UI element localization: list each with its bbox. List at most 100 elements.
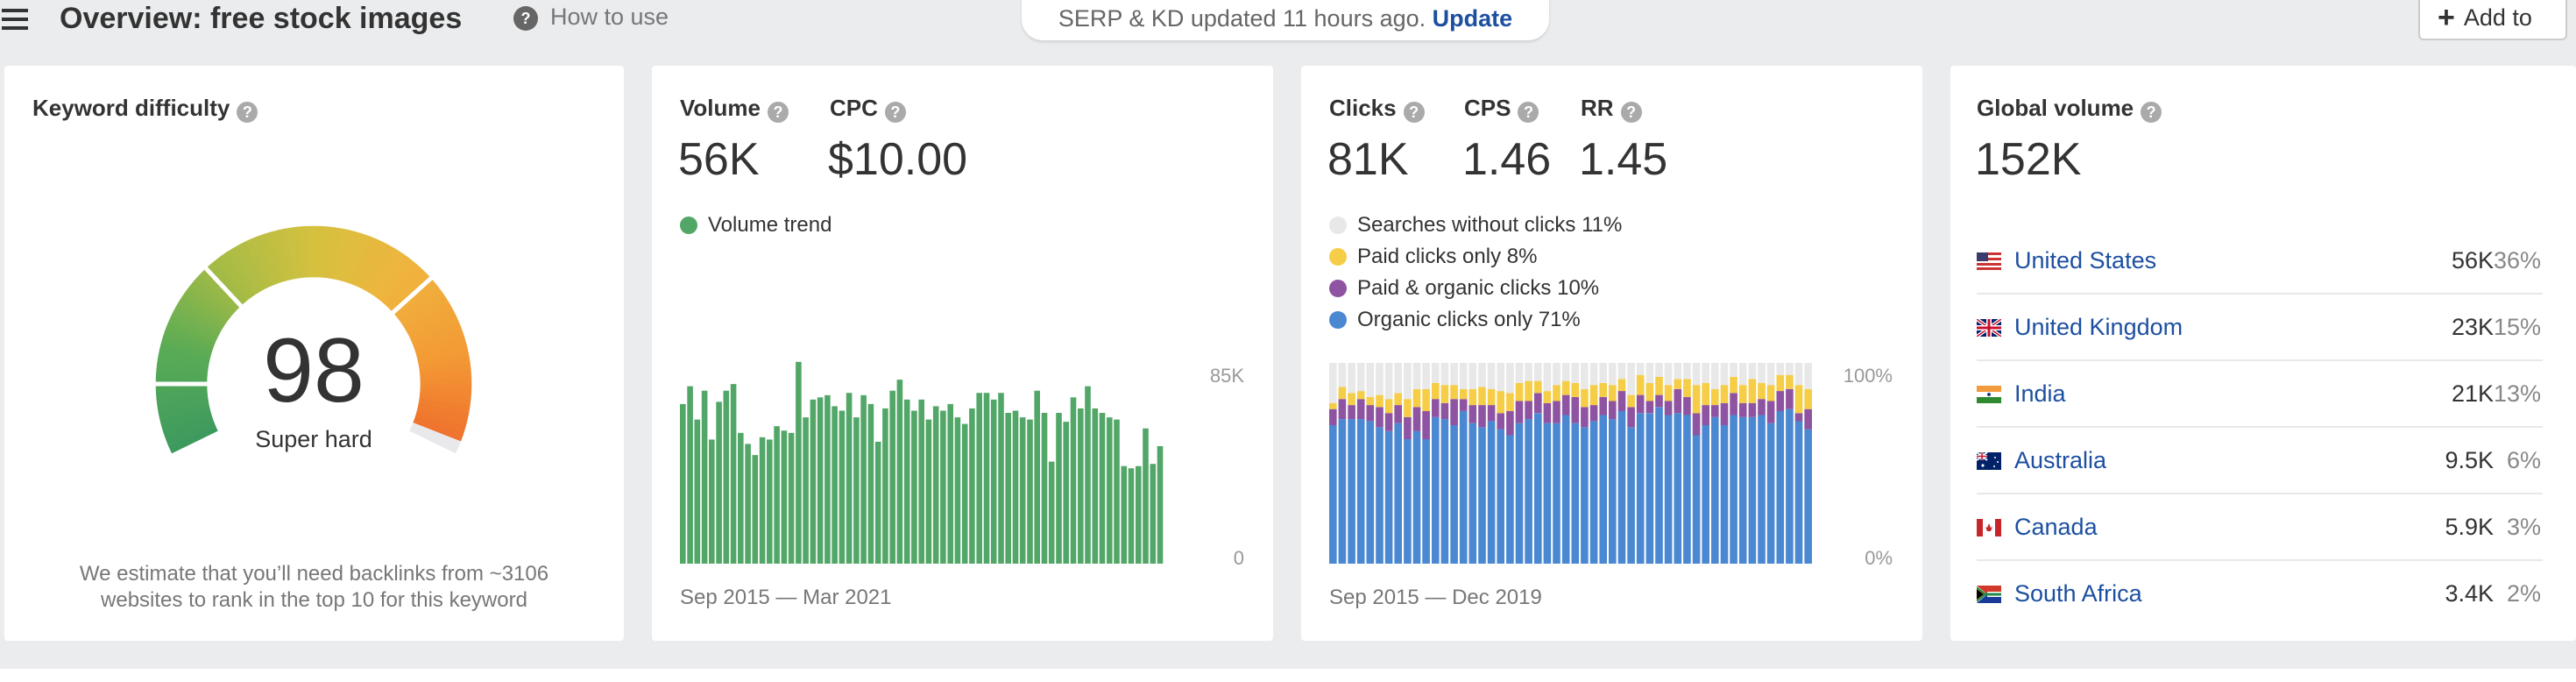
- country-link[interactable]: United States: [2014, 247, 2157, 274]
- clicks-bar-paid: [1599, 382, 1607, 397]
- volume-bar: [1048, 461, 1055, 564]
- page-title: Overview: free stock images: [60, 2, 463, 35]
- add-to-button[interactable]: + Add to: [2418, 0, 2567, 40]
- legend-item: Paid clicks only 8%: [1329, 245, 1537, 269]
- clicks-bar-no-clicks: [1617, 363, 1626, 380]
- menu-icon[interactable]: [2, 9, 30, 30]
- help-icon[interactable]: ?: [1620, 102, 1642, 123]
- country-row: India 21K 13%: [1977, 361, 2543, 428]
- india-flag-icon: [1977, 386, 2001, 403]
- clicks-bar-organic: [1376, 427, 1384, 564]
- clicks-bar-no-clicks: [1534, 363, 1542, 381]
- clicks-bar-paid-organic: [1609, 401, 1617, 420]
- clicks-bar-organic: [1440, 419, 1449, 564]
- country-link[interactable]: India: [2014, 380, 2066, 407]
- clicks-bar-paid-organic: [1348, 405, 1355, 420]
- clicks-bar-organic: [1534, 413, 1542, 565]
- help-icon[interactable]: ?: [1403, 102, 1425, 123]
- global-volume-label: Global volume: [1977, 95, 2134, 121]
- how-to-use-link[interactable]: ? How to use: [513, 4, 669, 31]
- update-notice: SERP & KD updated 11 hours ago. Update: [1022, 0, 1549, 40]
- volume-bar: [1114, 419, 1120, 564]
- clicks-bar-paid-organic: [1655, 394, 1663, 408]
- clicks-bar-no-clicks: [1645, 363, 1654, 383]
- clicks-bar-organic: [1786, 408, 1794, 564]
- clicks-bar-paid: [1571, 382, 1580, 397]
- clicks-bar-paid-organic: [1525, 401, 1532, 420]
- country-link[interactable]: South Africa: [2014, 580, 2142, 607]
- volume-bar: [1070, 397, 1077, 564]
- volume-bar: [867, 403, 874, 564]
- clicks-bar-paid: [1561, 380, 1570, 395]
- volume-bar: [940, 410, 946, 564]
- clicks-bar-paid-organic: [1758, 399, 1766, 416]
- clicks-bar-organic: [1804, 429, 1812, 564]
- clicks-bar-organic: [1506, 435, 1514, 564]
- clicks-bar-no-clicks: [1525, 363, 1532, 381]
- clicks-bar-paid: [1404, 399, 1412, 417]
- clicks-bar-no-clicks: [1730, 363, 1737, 377]
- clicks-label: Clicks: [1329, 95, 1397, 121]
- volume-bar: [925, 419, 932, 564]
- volume-bar: [1063, 422, 1069, 564]
- help-icon[interactable]: ?: [1518, 102, 1539, 123]
- country-volume: 56K: [2451, 247, 2494, 274]
- estimate-line-2: websites to rank in the top 10 for this …: [101, 588, 527, 612]
- next-section: [0, 669, 2576, 682]
- country-row: United Kingdom 23K 15%: [1977, 295, 2543, 361]
- clicks-bar-paid-organic: [1412, 407, 1421, 431]
- clicks-bar-paid-organic: [1515, 401, 1524, 423]
- help-icon[interactable]: ?: [237, 102, 258, 123]
- clicks-bar-paid: [1356, 391, 1365, 400]
- clicks-bar-organic: [1617, 411, 1626, 564]
- clicks-bar-organic: [1487, 421, 1496, 564]
- keyword-difficulty-title: Keyword difficulty?: [32, 95, 258, 123]
- country-row: Australia 9.5K 6%: [1977, 428, 2543, 494]
- volume-bar: [932, 406, 939, 564]
- clicks-bar-no-clicks: [1692, 363, 1701, 386]
- clicks-bar-paid: [1804, 388, 1812, 409]
- australia-flag-icon: [1977, 452, 2001, 470]
- volume-bar: [687, 386, 693, 564]
- add-to-label: Add to: [2463, 4, 2532, 31]
- volume-bar: [998, 393, 1004, 564]
- clicks-bar-no-clicks: [1794, 363, 1803, 386]
- clicks-date-range: Sep 2015 — Dec 2019: [1329, 586, 1542, 609]
- clicks-bar-paid-organic: [1730, 393, 1737, 416]
- volume-bar: [954, 417, 961, 564]
- volume-bar: [759, 437, 766, 564]
- update-link[interactable]: Update: [1432, 5, 1513, 32]
- volume-bar: [1107, 417, 1113, 564]
- help-icon[interactable]: ?: [884, 102, 906, 123]
- clicks-bar-organic: [1571, 423, 1580, 564]
- clicks-bar-paid-organic: [1468, 405, 1477, 423]
- clicks-bar-paid: [1674, 379, 1682, 389]
- volume-bar: [701, 390, 708, 564]
- clicks-bar-paid: [1766, 385, 1775, 401]
- us-flag-icon: [1977, 252, 2001, 270]
- clicks-bar-organic: [1692, 435, 1701, 564]
- clicks-bar-organic: [1758, 415, 1766, 564]
- volume-bar: [1121, 465, 1128, 564]
- country-link[interactable]: Australia: [2014, 447, 2107, 473]
- canada-flag-icon: [1977, 519, 2001, 536]
- clicks-bar-paid: [1412, 388, 1421, 408]
- volume-bar: [1078, 408, 1084, 564]
- clicks-bar-no-clicks: [1738, 363, 1747, 386]
- clicks-bar-paid-organic: [1450, 399, 1458, 425]
- clicks-bar-organic: [1422, 439, 1430, 564]
- country-link[interactable]: United Kingdom: [2014, 314, 2183, 340]
- volume-bar: [1085, 386, 1091, 564]
- country-link[interactable]: Canada: [2014, 514, 2098, 540]
- clicks-bar-paid: [1497, 391, 1504, 414]
- legend-label: Volume trend: [708, 213, 832, 237]
- clicks-bar-paid: [1394, 393, 1402, 406]
- clicks-bar-paid-organic: [1766, 401, 1775, 423]
- clicks-bar-organic: [1432, 416, 1440, 564]
- help-icon[interactable]: ?: [2141, 102, 2162, 123]
- plus-icon: +: [2438, 1, 2455, 34]
- country-volume: 9.5K: [2445, 447, 2494, 473]
- help-icon[interactable]: ?: [767, 102, 789, 123]
- clicks-bar-no-clicks: [1748, 363, 1757, 380]
- clicks-bar-paid: [1655, 377, 1663, 395]
